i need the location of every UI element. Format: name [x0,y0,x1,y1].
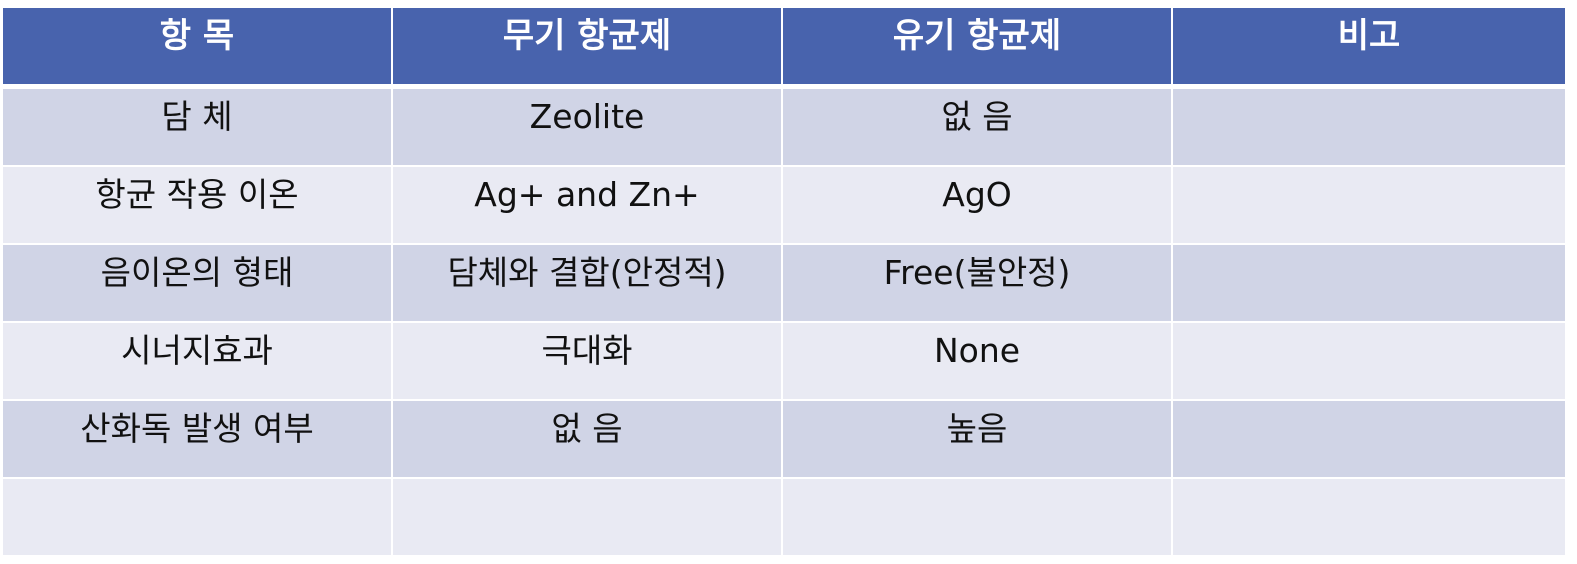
antibacterial-comparison-table: 항 목 무기 항균제 유기 항균제 비고 담 체 Zeolite 없 음 항균 … [3,8,1565,555]
table-cell: 없 음 [392,400,783,479]
comparison-table-container: 항 목 무기 항균제 유기 항균제 비고 담 체 Zeolite 없 음 항균 … [3,8,1565,555]
header-inorganic: 무기 항균제 [392,8,783,89]
header-remarks: 비고 [1172,8,1565,89]
table-header-row: 항 목 무기 항균제 유기 항균제 비고 [3,8,1565,89]
table-cell: 시너지효과 [3,322,393,401]
table-cell: 담체와 결합(안정적) [392,244,783,323]
table-row: 음이온의 형태 담체와 결합(안정적) Free(불안정) [3,244,1565,323]
table-cell [1172,86,1565,167]
table-cell [782,478,1173,555]
table-cell: Zeolite [392,86,783,167]
table-cell [1172,400,1565,479]
table-cell [3,478,393,555]
table-row [3,478,1565,555]
table-cell [1172,166,1565,245]
header-organic: 유기 항균제 [782,8,1173,89]
table-cell [1172,322,1565,401]
table-cell: 항균 작용 이온 [3,166,393,245]
table-row: 산화독 발생 여부 없 음 높음 [3,400,1565,479]
table-row: 시너지효과 극대화 None [3,322,1565,401]
table-cell: 음이온의 형태 [3,244,393,323]
table-cell: 담 체 [3,86,393,167]
table-cell: 높음 [782,400,1173,479]
table-cell [392,478,783,555]
table-cell: 없 음 [782,86,1173,167]
table-cell: 산화독 발생 여부 [3,400,393,479]
table-cell: AgO [782,166,1173,245]
table-cell [1172,244,1565,323]
table-cell: Free(불안정) [782,244,1173,323]
table-row: 항균 작용 이온 Ag+ and Zn+ AgO [3,166,1565,245]
table-cell: 극대화 [392,322,783,401]
table-row: 담 체 Zeolite 없 음 [3,86,1565,167]
table-cell: Ag+ and Zn+ [392,166,783,245]
table-cell: None [782,322,1173,401]
header-item: 항 목 [3,8,393,89]
table-cell [1172,478,1565,555]
